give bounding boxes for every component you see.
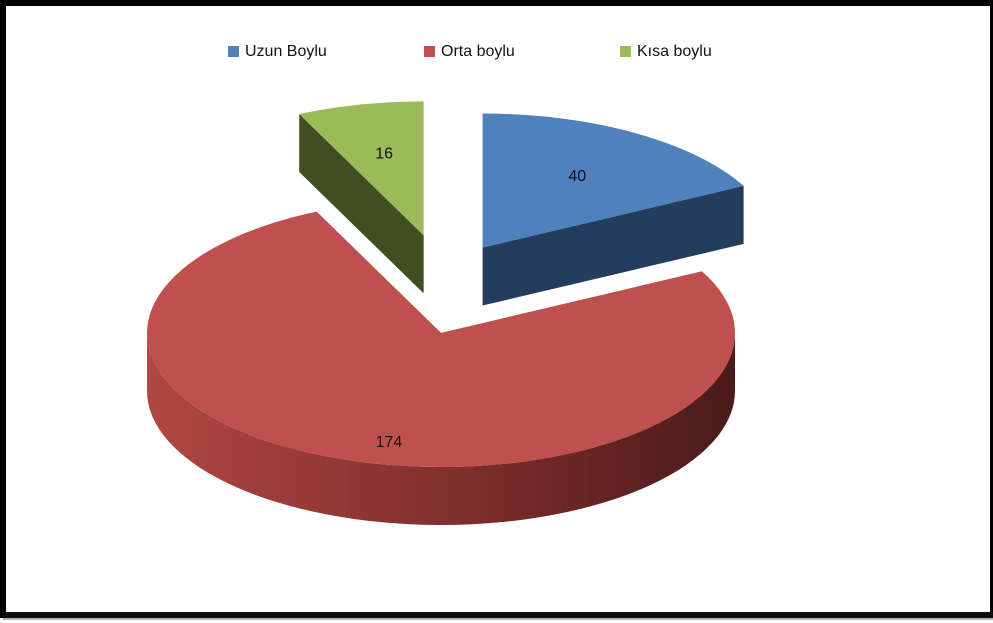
data-labels: 40 174 16	[375, 145, 586, 451]
slice-top	[147, 211, 736, 467]
data-label: 16	[375, 145, 393, 162]
slice-side	[147, 333, 735, 525]
legend: Uzun Boylu Orta boylu Kısa boylu	[228, 43, 712, 60]
slice-orta-boylu	[147, 211, 736, 525]
legend-item: Orta boylu	[424, 43, 515, 60]
slice-uzun-boylu	[482, 113, 744, 306]
slice-k-sa-boylu	[299, 101, 424, 294]
slice-top	[482, 113, 744, 248]
data-label: 40	[568, 168, 586, 185]
data-label: 174	[376, 434, 403, 451]
legend-item: Uzun Boylu	[228, 43, 327, 60]
legend-label: Orta boylu	[441, 43, 515, 60]
legend-label: Uzun Boylu	[245, 43, 327, 60]
legend-swatch	[620, 46, 631, 57]
slice-top	[299, 101, 424, 236]
legend-swatch	[228, 46, 239, 57]
legend-swatch	[424, 46, 435, 57]
chart-border-shadow	[3, 612, 993, 620]
legend-item: Kısa boylu	[620, 43, 712, 60]
slice-cut-face	[482, 185, 744, 306]
legend-label: Kısa boylu	[637, 43, 712, 60]
pie-slices	[147, 101, 744, 525]
slice-cut-face	[299, 113, 424, 294]
